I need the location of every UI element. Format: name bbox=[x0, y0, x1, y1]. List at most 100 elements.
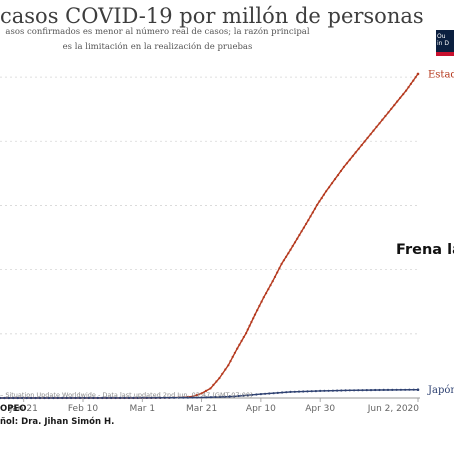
series-point bbox=[297, 390, 301, 393]
series-point bbox=[16, 396, 19, 400]
series-point bbox=[390, 107, 393, 110]
series-point bbox=[177, 396, 180, 399]
series-point bbox=[316, 203, 319, 206]
series-point bbox=[240, 339, 243, 342]
series-point bbox=[223, 395, 226, 398]
series-label: Estad bbox=[428, 69, 454, 80]
series-point bbox=[236, 347, 239, 350]
series-point bbox=[289, 390, 292, 393]
series-point bbox=[221, 372, 224, 375]
series-point bbox=[298, 233, 301, 237]
series-point bbox=[339, 169, 342, 173]
series-point bbox=[369, 133, 372, 136]
series-point bbox=[238, 343, 241, 346]
logo-text: Ou in D bbox=[437, 33, 449, 47]
series-point bbox=[416, 72, 420, 76]
chart-title: casos COVID-19 por millón de personas bbox=[0, 4, 424, 28]
series-point bbox=[272, 392, 275, 395]
series-point bbox=[273, 275, 277, 278]
series-point bbox=[408, 388, 411, 391]
series-point bbox=[119, 396, 122, 399]
series-point bbox=[123, 396, 126, 399]
series-point bbox=[38, 396, 42, 400]
series-point bbox=[375, 125, 378, 128]
series-point bbox=[409, 82, 412, 85]
x-tick-label: Jun 2, 2020 bbox=[367, 404, 420, 414]
series-point bbox=[246, 394, 249, 397]
credit-line-1: OPEO bbox=[0, 404, 27, 414]
series-point bbox=[205, 396, 208, 399]
series-point bbox=[351, 154, 354, 158]
series-point bbox=[276, 391, 279, 394]
series-point bbox=[300, 230, 303, 233]
series-point bbox=[105, 396, 108, 399]
series-point bbox=[372, 129, 375, 132]
series-point bbox=[173, 396, 176, 399]
series-point bbox=[132, 396, 135, 399]
series-point bbox=[386, 388, 390, 391]
series-point bbox=[387, 111, 390, 114]
series-point bbox=[305, 222, 308, 225]
series-point bbox=[381, 118, 384, 121]
series-point bbox=[7, 396, 10, 400]
credit-line-2: ñol: Dra. Jihan Simón H. bbox=[0, 417, 115, 427]
series-point bbox=[311, 211, 314, 214]
series-line bbox=[0, 73, 419, 399]
series-point bbox=[101, 396, 104, 399]
series-point bbox=[276, 271, 279, 274]
series-point bbox=[281, 391, 284, 394]
series-point bbox=[366, 136, 369, 139]
series-point bbox=[407, 86, 410, 89]
series-point bbox=[248, 324, 251, 327]
series-point bbox=[399, 388, 402, 391]
series-point bbox=[87, 396, 90, 399]
series-point bbox=[47, 396, 51, 400]
series-point bbox=[325, 190, 328, 193]
series-point bbox=[52, 396, 55, 400]
series-point bbox=[159, 396, 162, 399]
series-point bbox=[282, 259, 285, 262]
series-point bbox=[195, 396, 199, 399]
series-point bbox=[83, 396, 86, 399]
series-point bbox=[278, 267, 281, 270]
series-point bbox=[246, 328, 249, 331]
series-point bbox=[302, 390, 305, 393]
publisher-logo: Ou in D bbox=[436, 30, 454, 56]
series-point bbox=[200, 396, 203, 399]
series-point bbox=[136, 396, 139, 399]
source-note: – Situation Update Worldwide - Data last… bbox=[0, 391, 253, 399]
series-point bbox=[309, 215, 312, 218]
series-point bbox=[242, 394, 245, 397]
series-point bbox=[43, 396, 46, 400]
series-point bbox=[306, 390, 309, 393]
series-point bbox=[196, 393, 199, 396]
chart-subtitle: asos confirmados es menor al número real… bbox=[5, 27, 310, 52]
series-label: Japón bbox=[427, 385, 454, 396]
series-point bbox=[269, 284, 272, 287]
series-point bbox=[331, 389, 334, 392]
series-point bbox=[285, 255, 288, 258]
x-axis-ticks: Jan 21 Feb 10 Mar 1 Mar 21 Apr 10 Apr 30 Jun 2… bbox=[9, 398, 420, 414]
series-point bbox=[30, 396, 33, 400]
series-point bbox=[237, 394, 240, 398]
series-point bbox=[150, 396, 153, 399]
series-point bbox=[405, 89, 408, 92]
series-point bbox=[361, 389, 364, 392]
series-point bbox=[258, 304, 261, 307]
gridlines bbox=[0, 76, 420, 399]
series-point bbox=[182, 396, 185, 399]
series-point bbox=[340, 389, 343, 392]
series-point bbox=[61, 396, 64, 399]
series-point bbox=[289, 248, 292, 251]
series-point bbox=[265, 292, 268, 295]
series-point bbox=[319, 389, 322, 392]
series-point bbox=[70, 396, 73, 399]
series-point bbox=[212, 383, 215, 386]
series-point bbox=[252, 317, 255, 320]
series-point bbox=[345, 162, 348, 165]
series-point bbox=[399, 96, 402, 99]
series-line bbox=[0, 389, 419, 399]
series-point bbox=[34, 396, 37, 400]
series-point bbox=[242, 335, 245, 339]
series-point bbox=[353, 389, 356, 392]
